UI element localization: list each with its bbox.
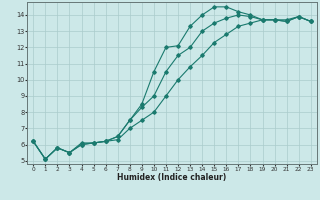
X-axis label: Humidex (Indice chaleur): Humidex (Indice chaleur) xyxy=(117,173,227,182)
